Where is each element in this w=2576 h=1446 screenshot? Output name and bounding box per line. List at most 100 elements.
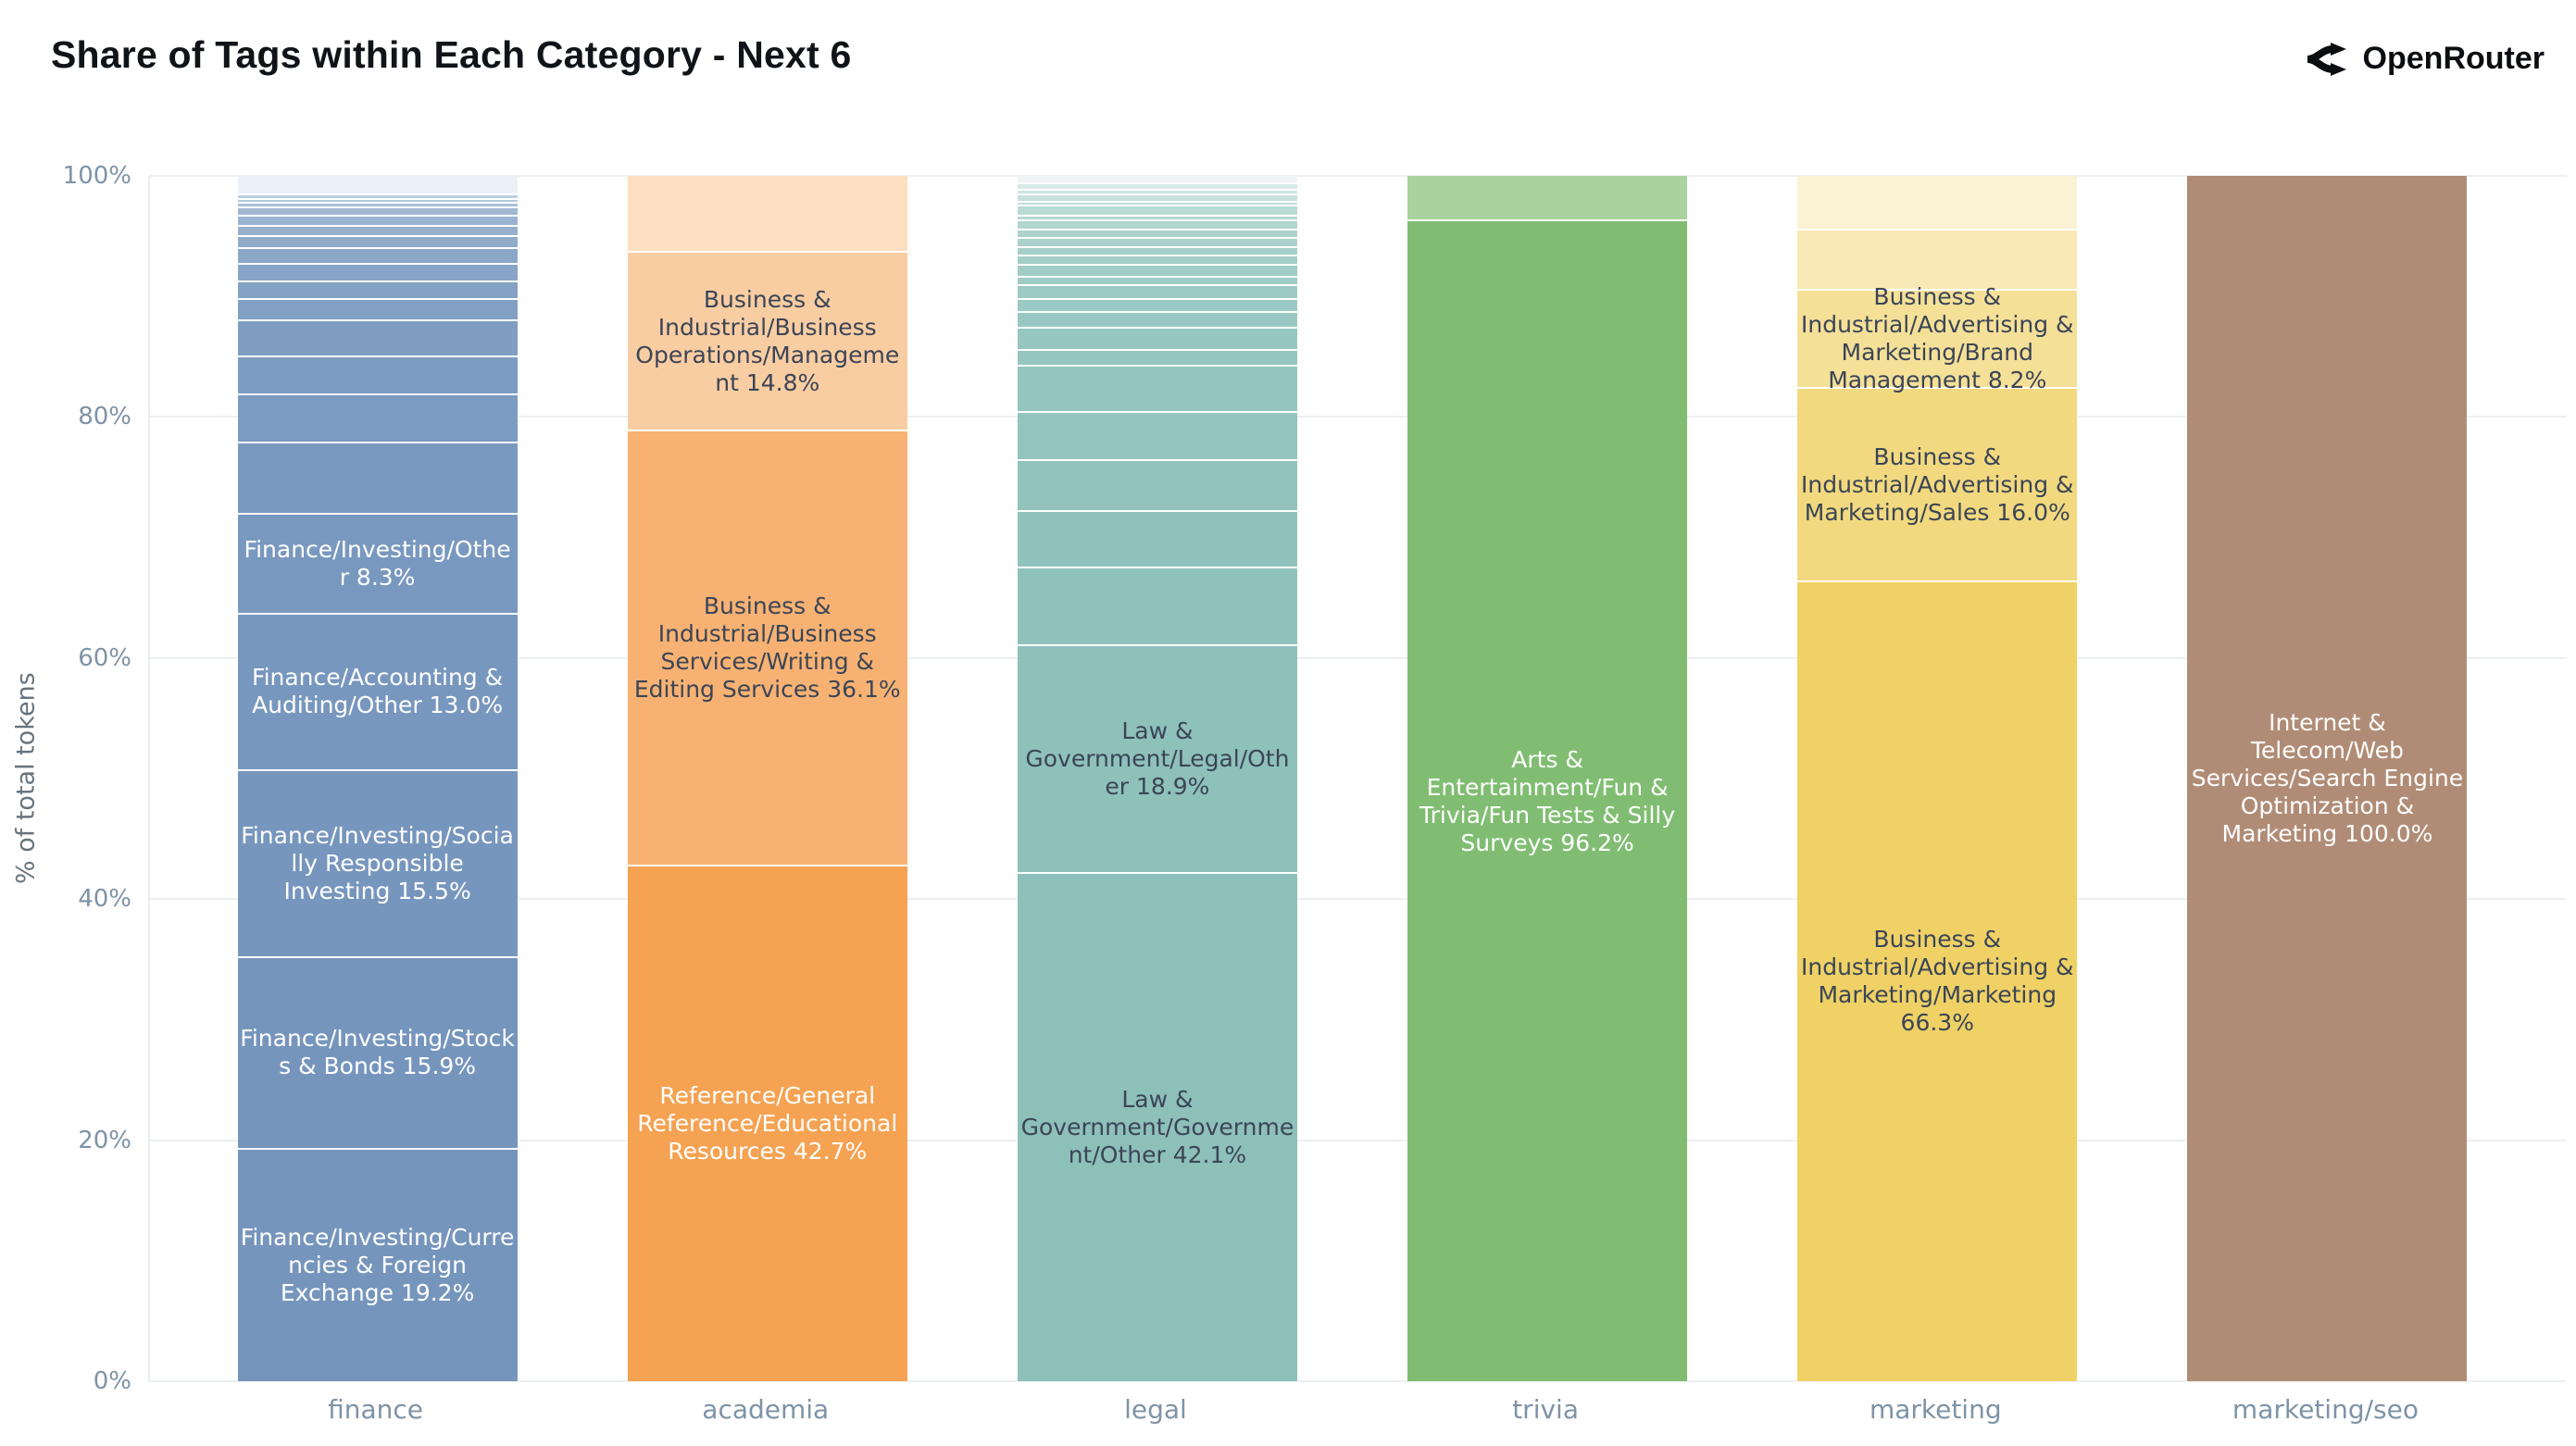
x-axis-label: marketing	[1869, 1394, 2002, 1425]
bar-band: Business & Industrial/Business Operation…	[572, 176, 962, 1381]
bar-trivia: Arts & Entertainment/Fun & Trivia/Fun Te…	[1407, 176, 1688, 1381]
bar-segment[interactable]	[237, 321, 518, 358]
bar-segment[interactable]	[237, 265, 518, 282]
gridline	[150, 1380, 2567, 1382]
bar-segment[interactable]	[1407, 176, 1688, 222]
bar-segment[interactable]: Finance/Investing/Currencies & Foreign E…	[237, 1149, 518, 1381]
segment-label: Finance/Investing/Currencies & Foreign E…	[240, 1223, 515, 1306]
bar-segment[interactable]	[1017, 238, 1297, 249]
bar-segment[interactable]	[1017, 366, 1297, 414]
segment-label: Finance/Investing/Other 8.3%	[244, 535, 511, 591]
gridline	[150, 416, 2567, 418]
gridline	[150, 898, 2567, 901]
gridline	[150, 656, 2567, 659]
bar-segment[interactable]	[237, 217, 518, 227]
bar-segment[interactable]	[1017, 202, 1297, 207]
bar-segment[interactable]: Business & Industrial/Advertising & Mark…	[1797, 389, 2078, 582]
bar-segment[interactable]	[237, 281, 518, 301]
bar-segment[interactable]: Business & Industrial/Advertising & Mark…	[1797, 283, 2078, 393]
x-axis-label: legal	[1124, 1394, 1187, 1425]
bar-segment[interactable]	[1017, 190, 1297, 196]
bar-segment[interactable]	[237, 443, 518, 515]
segment-label: Law & Government/Government/Other 42.1%	[1020, 1085, 1294, 1168]
bar-segment[interactable]: Finance/Investing/Socially Responsible I…	[237, 771, 518, 958]
bar-segment[interactable]	[1017, 313, 1297, 329]
bar-segment[interactable]	[1017, 221, 1297, 231]
x-axis-label: marketing/seo	[2232, 1394, 2419, 1425]
bar-segment[interactable]: Business & Industrial/Advertising & Mark…	[1797, 581, 2078, 1381]
bar-segment[interactable]	[1017, 248, 1297, 256]
bar-segment[interactable]	[1797, 230, 2078, 291]
bar-segment[interactable]: Arts & Entertainment/Fun & Trivia/Fun Te…	[1407, 221, 1688, 1381]
segment-label: Finance/Accounting & Auditing/Other 13.0…	[252, 664, 504, 719]
bar-segment[interactable]	[237, 249, 518, 266]
bar-segment[interactable]	[237, 200, 518, 204]
bar-segment[interactable]	[1017, 176, 1297, 185]
bar-segment[interactable]	[237, 237, 518, 250]
bar-segment[interactable]	[1017, 328, 1297, 351]
bar-segment[interactable]	[237, 203, 518, 209]
bar-band: Finance/Investing/Other 8.3% Finance/Acco…	[182, 176, 572, 1381]
segment-label: Finance/Investing/Socially Responsible I…	[241, 821, 514, 904]
segment-label: Business & Industrial/Advertising & Mark…	[1801, 443, 2074, 526]
gridline	[150, 1139, 2567, 1141]
bar-segment[interactable]	[237, 300, 518, 322]
bar-segment[interactable]: Finance/Investing/Stocks & Bonds 15.9%	[237, 957, 518, 1150]
bar-segment[interactable]: Business & Industrial/Business Operation…	[627, 253, 907, 431]
bar-segment[interactable]	[237, 194, 518, 201]
plot-area: Finance/Investing/Other 8.3% Finance/Acco…	[63, 164, 2567, 1393]
bar-segment[interactable]: Reference/General Reference/Educational …	[627, 866, 907, 1381]
x-axis: finance academia legal trivia marketing marke…	[181, 1394, 2520, 1425]
segment-label: Business & Industrial/Advertising & Mark…	[1801, 283, 2074, 394]
bar-segment[interactable]	[1017, 265, 1297, 278]
bar-segment[interactable]	[1017, 277, 1297, 287]
bar-segment[interactable]	[1017, 256, 1297, 266]
bar-segment[interactable]	[1017, 286, 1297, 300]
bar-segment[interactable]	[237, 357, 518, 395]
bar-segment[interactable]	[1017, 184, 1297, 191]
bar-segment[interactable]	[237, 176, 518, 195]
y-axis-title: % of total tokens	[11, 672, 41, 885]
bar-segment[interactable]	[1017, 568, 1297, 646]
bar-segment[interactable]	[1017, 206, 1297, 218]
bar-segment[interactable]: Law & Government/Government/Other 42.1%	[1017, 873, 1297, 1381]
bar-segment[interactable]: Business & Industrial/Business Services/…	[627, 431, 907, 867]
x-axis-label: trivia	[1512, 1394, 1579, 1425]
bar-segment[interactable]	[1017, 230, 1297, 239]
bar-segment[interactable]	[237, 208, 518, 218]
segment-label: Arts & Entertainment/Fun & Trivia/Fun Te…	[1419, 745, 1676, 856]
bar-legal: Law & Government/Legal/Other 18.9% Law & …	[1017, 176, 1297, 1381]
bar-segment[interactable]	[1017, 413, 1297, 462]
gridline	[150, 175, 2567, 177]
segment-label: Business & Industrial/Business Operation…	[635, 285, 900, 396]
bar-segment[interactable]	[237, 226, 518, 238]
bar-segment[interactable]: Internet & Telecom/Web Services/Search E…	[2187, 176, 2468, 1381]
bar-band: Law & Government/Legal/Other 18.9% Law & …	[962, 176, 1352, 1381]
segment-label: Internet & Telecom/Web Services/Search E…	[2191, 709, 2464, 847]
openrouter-logo-icon	[2306, 42, 2348, 77]
bar-segment[interactable]: Law & Government/Legal/Other 18.9%	[1017, 645, 1297, 874]
openrouter-brand[interactable]: OpenRouter	[2306, 41, 2545, 77]
bar-band: Business & Industrial/Advertising & Mark…	[1743, 176, 2132, 1381]
segment-label: Business & Industrial/Advertising & Mark…	[1801, 926, 2074, 1037]
bar-segment[interactable]: Finance/Investing/Other 8.3%	[237, 514, 518, 615]
bar-segment[interactable]	[1017, 217, 1297, 222]
bar-segment[interactable]	[627, 176, 907, 254]
bar-segment[interactable]	[237, 394, 518, 443]
bar-band: Internet & Telecom/Web Services/Search E…	[2132, 176, 2522, 1381]
bar-segment[interactable]	[1017, 512, 1297, 569]
bar-marketing-seo: Internet & Telecom/Web Services/Search E…	[2187, 176, 2468, 1381]
bar-finance: Finance/Investing/Other 8.3% Finance/Acco…	[237, 176, 518, 1381]
segment-label: Law & Government/Legal/Other 18.9%	[1025, 717, 1290, 800]
bar-segment[interactable]	[1017, 350, 1297, 367]
bar-segment[interactable]	[1017, 300, 1297, 314]
bar-segment[interactable]	[1797, 176, 2078, 231]
segment-label: Business & Industrial/Business Services/…	[633, 592, 901, 703]
bar-segment[interactable]: Finance/Accounting & Auditing/Other 13.0…	[237, 614, 518, 772]
bar-academia: Business & Industrial/Business Operation…	[627, 176, 907, 1381]
segment-label: Reference/General Reference/Educational …	[637, 1081, 898, 1165]
bar-segment[interactable]	[1017, 195, 1297, 203]
x-axis-label: finance	[328, 1394, 424, 1425]
bar-segment[interactable]	[1017, 461, 1297, 513]
